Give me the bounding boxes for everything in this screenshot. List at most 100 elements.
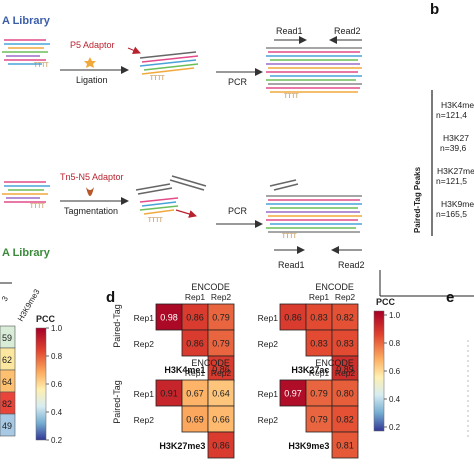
paired-tag-label: Paired-Tag [112, 380, 122, 424]
heatmap-cell [305, 405, 333, 433]
panel-c-cell-value: 49 [2, 421, 12, 431]
heatmap-title: H3K27ac [291, 365, 329, 375]
heatmap-cell-value: 0.97 [284, 389, 302, 399]
paired-tag-label: Paired-Tag [112, 304, 122, 348]
read2-label-top: Read2 [334, 26, 361, 36]
panel-b: b Paired-Tag Peaks H3K4me n=121,4 H3K27 … [379, 1, 474, 297]
panel-c-colorbar-ticks: 1.0 0.8 0.6 0.4 0.2 [46, 324, 63, 445]
row-label: Rep2 [134, 339, 155, 349]
tn5-adaptor-label: Tn5-N5 Adaptor [60, 172, 124, 182]
heatmap-cell-value: 0.79 [310, 415, 328, 425]
heatmap-cell-value: 0.86 [212, 441, 230, 451]
panel-c-cells: 59 62 64 82 49 [0, 325, 16, 437]
panel-d-legend-title: PCC [376, 297, 396, 307]
panel-e: e [446, 289, 469, 440]
encode-label: ENCODE [191, 358, 230, 368]
heatmap-cell-value: 0.66 [212, 415, 230, 425]
heatmap-cell [331, 355, 359, 383]
heatmap-cell-value: 0.82 [336, 415, 354, 425]
svg-text:TTTT: TTTT [34, 63, 49, 69]
heatmap-cell [331, 303, 359, 331]
heatmap-title: H3K9me3 [288, 441, 329, 451]
read1-label-bottom: Read1 [278, 260, 305, 270]
heatmap-cell-value: 0.64 [212, 389, 230, 399]
row-label: Rep2 [258, 339, 279, 349]
dna-library-title: A Library [2, 247, 51, 259]
heatmap-title: H3K4me1 [164, 365, 205, 375]
heatmap-cell [207, 303, 235, 331]
row-label: Rep1 [258, 389, 279, 399]
heatmap-cell-value: 0.79 [310, 389, 328, 399]
panel-b-mark-4: H3K9me [441, 199, 474, 209]
colorbar-tick-label: 0.8 [389, 339, 401, 348]
colorbar-tick-label: 0.6 [389, 367, 401, 376]
panel-c-cell [0, 413, 16, 437]
panel-d-letter: d [106, 289, 115, 306]
row-label: Rep1 [134, 389, 155, 399]
col-label: Rep1 [185, 292, 206, 302]
heatmap-cell-value: 0.91 [160, 389, 178, 399]
panel-e-letter: e [446, 289, 454, 306]
heatmap-cell [207, 355, 235, 383]
heatmap-cell [331, 329, 359, 357]
amplified-bundle-bottom: TTTT [266, 179, 362, 240]
panel-d-colorbar [373, 310, 385, 432]
heatmap-cell [279, 303, 307, 331]
col-label: Rep2 [211, 292, 232, 302]
pcr-label-bottom: PCR [228, 206, 248, 216]
panel-c-cell-value: 64 [2, 377, 12, 387]
col-label: Rep1 [309, 368, 330, 378]
amplified-bundle-top: TTTT [266, 47, 362, 100]
panel-b-count-3: n=121,5 [436, 176, 467, 186]
colorbar-tick-label: 0.8 [51, 352, 63, 361]
heatmap-cell-value: 0.86 [186, 313, 204, 323]
panel-b-mark-1: H3K4me [441, 100, 474, 110]
svg-text:TTTT: TTTT [282, 234, 297, 240]
panel-c-legend-title: PCC [36, 314, 56, 324]
heatmap-title: H3K27me3 [159, 441, 205, 451]
heatmap-cell [207, 405, 235, 433]
col-label: Rep2 [335, 292, 356, 302]
svg-text:TTTT: TTTT [284, 94, 299, 100]
read2-label-bottom: Read2 [338, 260, 365, 270]
heatmap-cell [155, 303, 183, 331]
col-label: Rep1 [185, 368, 206, 378]
panel-b-axis-title: Paired-Tag Peaks [413, 166, 422, 233]
fragment-bundle-left-top: TTTT [2, 39, 50, 69]
panel-a: A Library TTTT P5 Adaptor Ligation TTTT [2, 15, 365, 270]
heatmap-cell-value: 0.69 [186, 415, 204, 425]
heatmap-cell [181, 405, 209, 433]
heatmap-cell [181, 329, 209, 357]
ligation-label: Ligation [76, 75, 108, 85]
col-label: Rep1 [309, 292, 330, 302]
colorbar-tick-label: 0.4 [51, 408, 63, 417]
panel-c-colorbar [35, 327, 47, 441]
heatmap-cell-value: 0.98 [160, 313, 178, 323]
fragment-bundle-left-bottom: TTTT [2, 181, 50, 210]
heatmap-cell-value: 0.86 [212, 365, 230, 375]
heatmap-cell-value: 0.83 [310, 313, 328, 323]
panel-c-cell-value: 82 [2, 399, 12, 409]
row-label: Rep2 [134, 415, 155, 425]
colorbar-tick-label: 1.0 [389, 311, 401, 320]
row-label: Rep1 [258, 313, 279, 323]
panel-b-mark-3: H3K27me [437, 166, 474, 176]
p5-adaptor-arrow [127, 46, 141, 54]
heatmap-cell [331, 431, 359, 459]
heatmap-cell-value: 0.82 [336, 313, 354, 323]
colorbar-tick-label: 0.4 [389, 395, 401, 404]
panel-b-letter: b [430, 1, 439, 18]
heatmap-cell-value: 0.81 [336, 441, 354, 451]
tagmentation-label: Tagmentation [64, 206, 118, 216]
encode-label: ENCODE [315, 358, 354, 368]
heatmap-cell-value: 0.83 [310, 339, 328, 349]
panel-b-count-4: n=165,5 [436, 209, 467, 219]
row-label: Rep2 [258, 415, 279, 425]
heatmap-cell-value: 0.79 [212, 313, 230, 323]
